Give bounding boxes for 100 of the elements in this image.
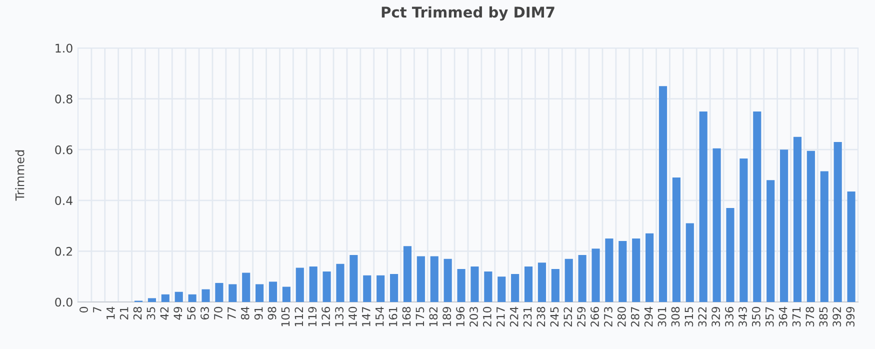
x-tick-label: 63: [200, 307, 209, 320]
bar: [403, 246, 412, 302]
y-tick-label: 0.2: [55, 246, 72, 256]
bar: [820, 171, 828, 302]
y-axis-title: Trimmed: [15, 150, 24, 201]
x-tick-label: 91: [254, 307, 263, 320]
bar: [726, 208, 734, 302]
x-tick-label: 140: [348, 306, 357, 326]
bar: [470, 266, 479, 302]
bar: [390, 274, 398, 302]
bar: [256, 284, 264, 302]
x-tick-label: 42: [160, 307, 168, 320]
x-tick-label: 84: [240, 306, 250, 320]
x-tick-label: 21: [120, 307, 128, 320]
chart-title: Pct Trimmed by DIM7: [382, 6, 554, 21]
bar: [618, 241, 627, 302]
x-tick-label: 364: [778, 306, 788, 327]
x-tick-label: 350: [752, 306, 760, 327]
x-tick-label: 266: [590, 306, 599, 327]
y-tick-label: 0.8: [55, 94, 72, 104]
y-tick-label: 1.0: [56, 44, 72, 53]
x-tick-label: 49: [174, 306, 182, 320]
x-tick-label: 357: [765, 307, 774, 327]
bar: [740, 158, 748, 302]
x-tick-label: 168: [402, 306, 411, 326]
x-tick-label: 0: [80, 306, 88, 313]
x-tick-label: 133: [335, 307, 344, 326]
bar: [806, 150, 815, 302]
x-tick-label: 147: [362, 307, 370, 326]
x-tick-label: 189: [442, 306, 452, 326]
bar: [430, 256, 438, 302]
bar: [457, 268, 466, 302]
bar: [605, 238, 614, 302]
x-tick-label: 294: [644, 306, 653, 327]
x-tick-label: 315: [684, 307, 694, 327]
x-tick-label: 308: [671, 306, 680, 327]
bar: [847, 192, 856, 302]
bar: [336, 264, 344, 302]
x-tick-label: 392: [832, 307, 842, 327]
x-tick-label: 154: [376, 306, 384, 326]
bar: [268, 282, 278, 302]
x-tick-label: 7: [93, 307, 102, 312]
bar: [228, 284, 237, 302]
x-tick-label: 77: [228, 307, 236, 320]
x-tick-label: 385: [819, 307, 828, 327]
x-tick-label: 182: [429, 307, 438, 326]
bar: [322, 272, 331, 302]
x-tick-label: 14: [106, 306, 115, 320]
bar: [215, 282, 224, 302]
bar: [780, 150, 788, 302]
x-tick-label: 252: [564, 307, 572, 327]
bar: [834, 142, 842, 302]
y-tick-label: 0.4: [55, 196, 72, 206]
bar: [551, 268, 560, 302]
x-tick-label: 28: [133, 306, 142, 320]
x-tick-label: 98: [268, 306, 276, 320]
bar: [524, 266, 533, 302]
x-tick-label: 336: [725, 306, 734, 327]
bar: [538, 262, 546, 302]
bar: [753, 112, 762, 302]
x-tick-label: 259: [577, 306, 586, 327]
x-tick-label: 203: [470, 307, 478, 327]
x-tick-label: 35: [146, 307, 156, 320]
bar: [699, 112, 708, 302]
x-tick-label: 196: [456, 306, 464, 326]
x-tick-label: 280: [617, 306, 626, 327]
x-tick-label: 210: [482, 306, 492, 327]
x-tick-label: 105: [281, 307, 290, 326]
x-tick-label: 301: [658, 307, 666, 327]
x-tick-label: 161: [388, 307, 398, 326]
x-tick-label: 287: [630, 307, 640, 327]
x-tick-label: 175: [416, 307, 424, 326]
x-tick-label: 322: [698, 307, 707, 327]
bar: [646, 233, 654, 302]
bar: [376, 275, 385, 302]
bar: [511, 274, 520, 302]
bar: [766, 180, 775, 302]
bar: [174, 292, 183, 302]
x-tick-label: 231: [523, 307, 532, 327]
x-tick-label: 112: [294, 307, 303, 326]
bar: [363, 275, 372, 302]
bar: [686, 223, 694, 302]
x-tick-label: 329: [712, 306, 720, 327]
x-tick-label: 245: [550, 307, 559, 327]
bar: [161, 294, 170, 302]
bar: [592, 248, 600, 302]
bar: [148, 298, 156, 302]
bar: [188, 294, 196, 302]
x-tick-label: 119: [308, 306, 317, 326]
bar: [309, 266, 318, 302]
bar: [632, 238, 640, 302]
bar: [564, 258, 573, 302]
bar: [242, 272, 250, 302]
x-tick-label: 371: [792, 307, 801, 327]
bar: [712, 148, 721, 302]
x-tick-label: 56: [187, 306, 196, 320]
x-tick-label: 224: [510, 306, 518, 327]
y-tick-label: 0.6: [55, 145, 72, 154]
bar: [578, 255, 586, 302]
x-tick-label: 399: [846, 306, 854, 327]
